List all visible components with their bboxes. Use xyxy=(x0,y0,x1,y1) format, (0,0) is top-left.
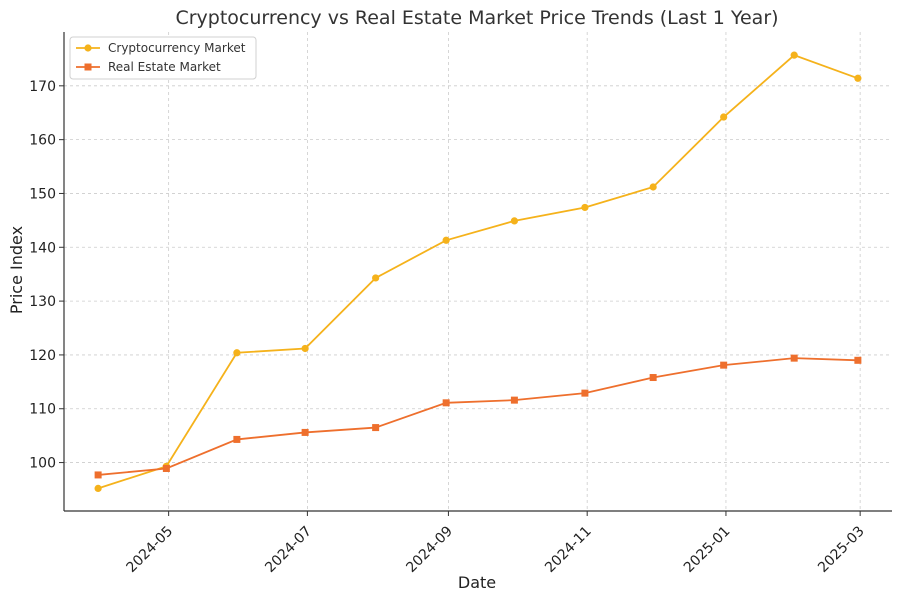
data-point xyxy=(649,183,657,191)
data-point xyxy=(372,274,380,282)
data-point xyxy=(854,74,862,82)
data-point xyxy=(442,399,450,407)
y-tick-label: 100 xyxy=(29,456,56,472)
data-point xyxy=(510,217,518,225)
data-point xyxy=(233,435,241,443)
x-tick-label: 2024-05 xyxy=(124,523,177,576)
data-point xyxy=(720,113,728,121)
data-point xyxy=(720,361,728,369)
data-point xyxy=(649,374,657,382)
y-axis-label: Price Index xyxy=(7,226,26,314)
y-tick-label: 160 xyxy=(29,133,56,149)
data-point xyxy=(510,396,518,404)
y-tick-label: 120 xyxy=(29,348,56,364)
data-point xyxy=(301,344,309,353)
legend-marker xyxy=(84,63,92,71)
y-tick-label: 140 xyxy=(29,240,56,256)
series-line-1 xyxy=(98,357,858,476)
data-point xyxy=(301,428,309,436)
y-tick-label: 150 xyxy=(29,186,56,202)
data-point xyxy=(790,51,798,59)
data-point xyxy=(233,349,241,357)
y-tick-label: 110 xyxy=(29,402,56,418)
data-point xyxy=(372,424,380,432)
legend-box xyxy=(69,36,257,80)
y-tick-label: 130 xyxy=(29,294,56,310)
data-point xyxy=(94,484,102,492)
axes: 100 110 120 130 140 150 160 170 2024-05 2024-07 20… xyxy=(29,32,892,576)
legend-label: Cryptocurrency Market xyxy=(108,41,246,55)
data-point xyxy=(94,471,102,479)
data-point xyxy=(581,389,589,397)
x-tick-label: 2024-09 xyxy=(403,523,456,576)
data-point xyxy=(581,203,589,212)
legend-label: Real Estate Market xyxy=(108,60,221,74)
x-axis-label: Date xyxy=(458,573,496,592)
chart-title: Cryptocurrency vs Real Estate Market Pri… xyxy=(175,7,778,29)
series-layer xyxy=(94,51,862,492)
series-line-0 xyxy=(97,54,859,490)
x-tick-label: 2024-07 xyxy=(262,523,315,576)
data-point xyxy=(854,356,862,364)
x-tick-label: 2025-03 xyxy=(815,523,868,576)
data-point xyxy=(790,354,798,362)
legend-marker xyxy=(84,44,92,52)
data-point xyxy=(162,464,170,472)
x-tick-label: 2024-11 xyxy=(542,523,595,576)
data-point xyxy=(442,236,450,244)
x-tick-label: 2025-01 xyxy=(681,523,734,576)
legend: Cryptocurrency Market Real Estate Market xyxy=(69,36,257,80)
grid xyxy=(64,32,892,511)
y-tick-label: 170 xyxy=(29,79,56,95)
